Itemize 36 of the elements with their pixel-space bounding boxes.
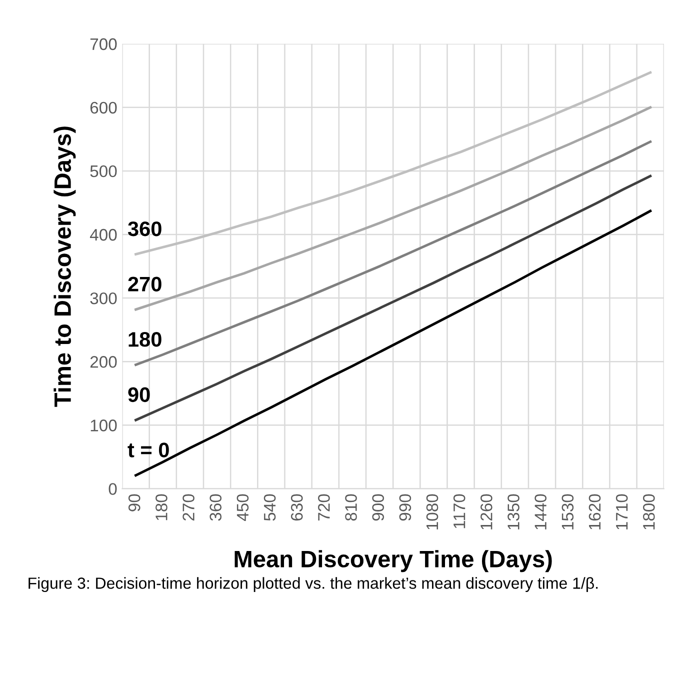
- series-label: 180: [128, 332, 162, 347]
- x-tick-label: 540: [264, 494, 276, 521]
- caption: Figure 3: Decision-time horizon plotted vs. the market’s mean discovery time 1/β.: [28, 577, 598, 592]
- series-label: 90: [128, 387, 150, 402]
- y-axis-title: Time to Discovery (Days): [54, 126, 76, 407]
- y-tick-label: 0: [108, 483, 117, 495]
- y-tick-label: 500: [90, 165, 117, 178]
- x-tick-label: 1170: [453, 494, 466, 528]
- x-tick-label: 720: [318, 494, 330, 521]
- y-tick-label: 100: [90, 420, 117, 432]
- x-tick-label: 90: [128, 494, 140, 512]
- x-tick-label: 1440: [534, 494, 546, 530]
- x-tick-label: 1260: [480, 494, 492, 530]
- x-tick-label: 900: [372, 494, 384, 521]
- y-tick-label: 600: [90, 102, 117, 114]
- x-tick-label: 1080: [426, 494, 438, 530]
- x-tick-label: 810: [345, 494, 357, 521]
- x-tick-label: 450: [236, 494, 249, 521]
- y-tick-label: 300: [90, 292, 117, 304]
- x-tick-label: 1530: [562, 494, 574, 530]
- x-tick-label: 270: [182, 494, 194, 521]
- x-tick-label: 630: [290, 494, 303, 521]
- x-tick-label: 360: [210, 494, 222, 521]
- series-label: t = 0: [128, 442, 169, 458]
- x-tick-label: 990: [399, 494, 412, 521]
- x-tick-label: 1710: [616, 494, 628, 530]
- y-tick-label: 200: [90, 356, 117, 368]
- x-tick-label: 1800: [643, 494, 655, 530]
- series-label: 270: [128, 276, 162, 292]
- x-axis-title: Mean Discovery Time (Days): [234, 550, 552, 572]
- y-tick-label: 700: [90, 38, 117, 50]
- x-tick-label: 1620: [588, 494, 601, 530]
- series-label: 360: [128, 221, 162, 236]
- x-tick-label: 180: [156, 494, 168, 520]
- y-tick-label: 400: [90, 228, 117, 241]
- x-tick-label: 1350: [508, 494, 520, 530]
